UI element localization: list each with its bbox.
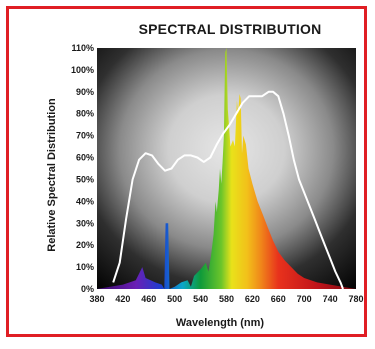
x-tick-label: 380	[89, 294, 104, 304]
x-tick-label: 580	[219, 294, 234, 304]
y-tick-label: 80%	[76, 109, 94, 119]
y-tick-label: 90%	[76, 87, 94, 97]
x-tick-label: 620	[245, 294, 260, 304]
y-tick-label: 50%	[76, 174, 94, 184]
y-tick-label: 10%	[76, 262, 94, 272]
x-tick-label: 540	[193, 294, 208, 304]
reference-curve-line	[112, 90, 344, 289]
y-tick-label: 0%	[81, 284, 94, 294]
spectrum-area	[97, 48, 356, 289]
x-tick-label: 740	[323, 294, 338, 304]
y-tick-label: 60%	[76, 153, 94, 163]
y-axis-label: Relative Spectral Distribution	[46, 98, 58, 252]
x-tick-label: 700	[297, 294, 312, 304]
x-axis-label: Wavelength (nm)	[175, 317, 265, 329]
y-tick-label: 70%	[76, 131, 94, 141]
x-tick-label: 660	[271, 294, 286, 304]
x-tick-label: 500	[167, 294, 182, 304]
y-tick-label: 110%	[71, 43, 94, 53]
chart-title: SPECTRAL DISTRIBUTION	[138, 21, 322, 37]
x-tick-label: 460	[141, 294, 156, 304]
y-tick-label: 40%	[76, 196, 94, 206]
x-tick-label: 780	[348, 294, 363, 304]
y-tick-label: 20%	[76, 240, 94, 250]
x-tick-label: 420	[115, 294, 130, 304]
y-tick-label: 100%	[71, 65, 94, 75]
y-tick-label: 30%	[76, 218, 94, 228]
